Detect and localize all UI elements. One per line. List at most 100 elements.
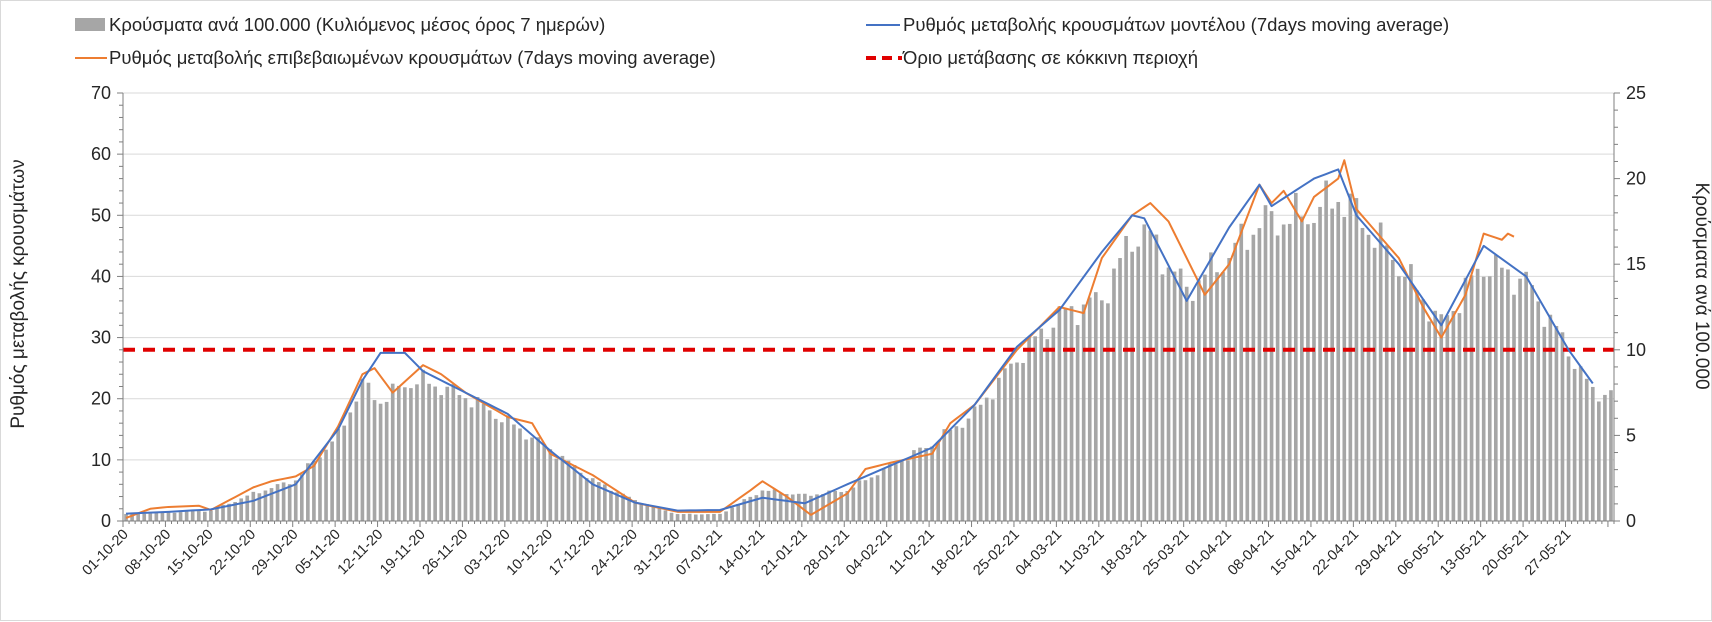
bar xyxy=(1427,321,1431,521)
bar xyxy=(348,412,353,521)
bar xyxy=(1063,308,1068,521)
bar xyxy=(318,457,322,521)
bar xyxy=(554,458,559,521)
bar xyxy=(1009,363,1013,521)
bar xyxy=(966,418,971,521)
bar xyxy=(469,407,474,521)
model-rate-line xyxy=(125,168,1594,515)
bar xyxy=(1445,315,1450,521)
bar xyxy=(336,428,340,521)
bar xyxy=(1166,267,1171,521)
bar xyxy=(1039,328,1044,521)
bar xyxy=(1342,216,1347,521)
bar xyxy=(1409,264,1413,521)
bar xyxy=(1021,362,1025,521)
gridlines xyxy=(123,92,1614,522)
bar xyxy=(360,378,365,521)
bar xyxy=(1136,246,1141,521)
legend-item-model: Ρυθμός μεταβολής κρουσμάτων μοντέλου (7d… xyxy=(866,14,1449,35)
bar xyxy=(427,383,431,521)
bar xyxy=(1609,390,1613,521)
bar xyxy=(390,383,395,521)
bar xyxy=(912,450,916,521)
bar xyxy=(1487,276,1492,521)
bar xyxy=(881,469,886,521)
bar xyxy=(948,429,953,521)
bar xyxy=(354,401,359,521)
bar xyxy=(342,425,347,521)
bar xyxy=(1027,337,1031,521)
bar xyxy=(1003,368,1007,521)
legend-swatch-bars xyxy=(75,18,105,31)
bar xyxy=(1463,277,1468,521)
bar xyxy=(1481,276,1486,521)
right-tick-label: 15 xyxy=(1626,254,1646,274)
bar xyxy=(596,482,601,521)
bar xyxy=(215,508,219,521)
legend-label-bars: Κρούσματα ανά 100.000 (Κυλιόμενος μέσος … xyxy=(109,14,605,35)
bar xyxy=(1524,271,1528,521)
bar xyxy=(1275,235,1280,522)
axes xyxy=(117,92,1620,527)
bar xyxy=(1548,314,1553,521)
right-tick-label: 25 xyxy=(1626,83,1646,103)
bar xyxy=(1590,386,1595,521)
bar xyxy=(1603,394,1607,521)
bar xyxy=(251,491,256,521)
bar xyxy=(712,513,716,521)
bar xyxy=(269,488,274,521)
bar xyxy=(1045,339,1050,521)
bar xyxy=(954,426,959,521)
bar xyxy=(790,494,795,521)
bar xyxy=(1336,201,1341,522)
bar xyxy=(906,460,910,521)
bar xyxy=(1227,258,1231,521)
bar xyxy=(524,439,528,521)
bar xyxy=(633,500,637,521)
bar xyxy=(1051,327,1056,521)
bar xyxy=(1300,216,1304,521)
bar xyxy=(1512,294,1516,521)
right-tick-label: 20 xyxy=(1626,169,1646,189)
bar xyxy=(1160,274,1165,521)
bar xyxy=(990,399,995,521)
bar xyxy=(1518,278,1522,521)
bar xyxy=(1112,268,1116,521)
bar xyxy=(1057,306,1062,521)
left-axis-title: Ρυθμός μεταβολής κρουσμάτων xyxy=(8,159,29,428)
left-tick-label: 50 xyxy=(91,205,111,225)
bar xyxy=(1318,206,1322,521)
bar xyxy=(1421,299,1425,521)
bar xyxy=(1239,223,1244,522)
bar xyxy=(766,490,771,521)
bar xyxy=(700,514,704,521)
bar xyxy=(1190,300,1195,521)
bar xyxy=(960,427,965,521)
bar xyxy=(245,495,250,521)
bar xyxy=(306,463,310,521)
bar xyxy=(1075,325,1080,521)
bar xyxy=(572,465,577,521)
bar xyxy=(742,499,747,521)
bar xyxy=(421,369,425,521)
bar xyxy=(1287,223,1292,522)
bar xyxy=(693,514,698,521)
bar xyxy=(481,403,486,521)
bar xyxy=(1330,208,1334,521)
bar xyxy=(996,377,1001,521)
bar xyxy=(942,429,947,521)
bar xyxy=(415,384,419,521)
bar xyxy=(651,506,656,521)
right-tick-label: 0 xyxy=(1626,511,1636,531)
right-axis-tick-labels: 0 5 10 15 20 25 xyxy=(1626,83,1646,531)
bar xyxy=(445,386,450,521)
bar xyxy=(706,514,710,521)
bar xyxy=(1439,314,1444,521)
bar xyxy=(154,512,159,521)
bar xyxy=(772,489,777,521)
x-tick-label: 27-05-21 xyxy=(1522,527,1574,579)
legend-label-confirmed: Ρυθμός μεταβολής επιβεβαιωμένων κρουσμάτ… xyxy=(109,47,716,68)
bar xyxy=(433,386,437,521)
bar xyxy=(924,448,928,521)
